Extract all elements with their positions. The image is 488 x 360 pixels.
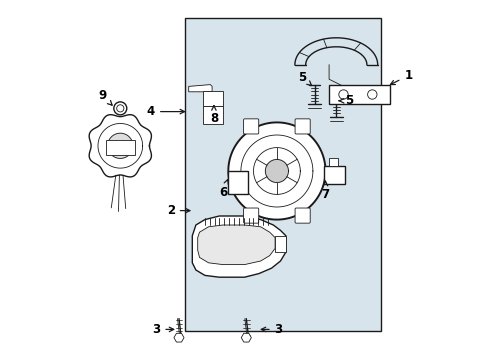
FancyBboxPatch shape [294,119,309,134]
Circle shape [114,102,126,115]
Text: 5: 5 [297,71,311,86]
Text: 6: 6 [218,180,228,199]
FancyBboxPatch shape [203,91,223,106]
FancyBboxPatch shape [203,106,223,124]
FancyBboxPatch shape [323,166,345,184]
Circle shape [117,105,123,112]
Circle shape [338,90,347,99]
Text: 7: 7 [321,181,329,201]
Polygon shape [107,133,133,158]
Polygon shape [174,333,183,342]
FancyBboxPatch shape [228,171,247,194]
Text: 3: 3 [152,323,173,336]
Polygon shape [188,85,212,92]
Circle shape [367,90,376,99]
Text: 8: 8 [209,106,218,125]
Text: 1: 1 [389,69,411,85]
FancyBboxPatch shape [328,158,337,166]
FancyBboxPatch shape [106,140,134,155]
Polygon shape [241,333,251,342]
Text: 5: 5 [338,94,352,107]
Text: 4: 4 [146,105,184,118]
Text: 2: 2 [166,204,189,217]
FancyBboxPatch shape [243,119,258,134]
Text: 3: 3 [261,323,282,336]
Polygon shape [265,159,288,183]
FancyBboxPatch shape [294,208,309,223]
Text: 9: 9 [98,89,112,105]
Polygon shape [197,225,275,265]
FancyBboxPatch shape [243,208,258,223]
Polygon shape [89,114,151,177]
Polygon shape [185,18,381,331]
FancyBboxPatch shape [328,85,389,104]
FancyBboxPatch shape [275,236,285,252]
Polygon shape [228,122,325,220]
Polygon shape [192,216,285,277]
